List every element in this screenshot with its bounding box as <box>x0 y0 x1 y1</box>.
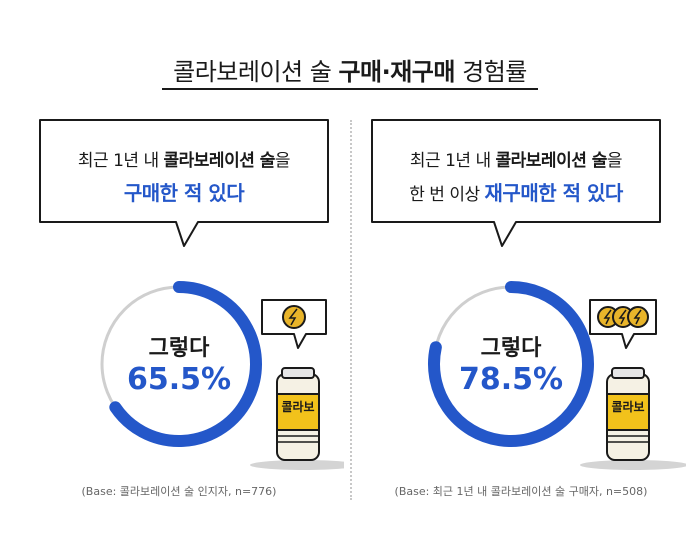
line2-emphasis: 구매한 적 있다 <box>123 181 245 205</box>
panel-purchase: 최근 1년 내 콜라보레이션 술을 구매한 적 있다 그렇다 65.5% 콜라보… <box>14 118 344 518</box>
line2-emphasis: 재구매한 적 있다 <box>484 181 624 205</box>
donut-arc <box>109 281 262 447</box>
line1-prefix: 최근 1년 내 <box>77 151 164 171</box>
bubble-line-1: 최근 1년 내 콜라보레이션 술을 <box>372 146 660 171</box>
title-underline <box>162 88 538 90</box>
bubble-text: 최근 1년 내 콜라보레이션 술을 구매한 적 있다 <box>40 146 328 206</box>
title-suffix: 경험률 <box>454 58 527 86</box>
line1-bold: 콜라보레이션 술 <box>495 151 608 171</box>
center-label: 그렇다 <box>480 336 542 361</box>
panel-repurchase: 최근 1년 내 콜라보레이션 술을 한 번 이상 재구매한 적 있다 그렇다 7… <box>356 118 686 518</box>
coin-icon <box>282 305 306 329</box>
speech-bubble <box>39 119 329 247</box>
title-bold: 구매·재구매 <box>338 58 455 86</box>
bubble-text: 최근 1년 내 콜라보레이션 술을 한 번 이상 재구매한 적 있다 <box>372 146 660 206</box>
center-value: 78.5% <box>458 362 564 397</box>
chart-title: 콜라보레이션 술 구매·재구매 경험률 <box>0 52 700 87</box>
line1-bold: 콜라보레이션 술 <box>163 151 276 171</box>
panel-divider <box>350 120 352 500</box>
speech-bubble <box>371 119 661 247</box>
panel-graphics <box>39 119 344 470</box>
line2-prefix: 한 번 이상 <box>409 185 485 205</box>
bubble-line-2: 구매한 적 있다 <box>40 177 328 206</box>
line1-suffix: 을 <box>274 151 291 171</box>
line1-prefix: 최근 1년 내 <box>409 151 496 171</box>
line1-suffix: 을 <box>606 151 623 171</box>
center-label: 그렇다 <box>148 336 210 361</box>
base-note: (Base: 콜라보레이션 술 인지자, n=776) <box>81 485 277 498</box>
title-prefix: 콜라보레이션 술 <box>173 58 339 86</box>
can-label: 콜라보 <box>281 400 315 414</box>
can-illustration <box>580 299 686 470</box>
can-illustration <box>250 299 344 470</box>
center-value: 65.5% <box>126 362 232 397</box>
panel-graphics <box>371 119 686 470</box>
coin-icon <box>627 306 649 328</box>
base-note: (Base: 최근 1년 내 콜라보레이션 술 구매자, n=508) <box>394 485 648 498</box>
can-label: 콜라보 <box>611 400 645 414</box>
bubble-line-1: 최근 1년 내 콜라보레이션 술을 <box>40 146 328 171</box>
donut-arc <box>428 281 594 447</box>
bubble-line-2: 한 번 이상 재구매한 적 있다 <box>372 177 660 206</box>
